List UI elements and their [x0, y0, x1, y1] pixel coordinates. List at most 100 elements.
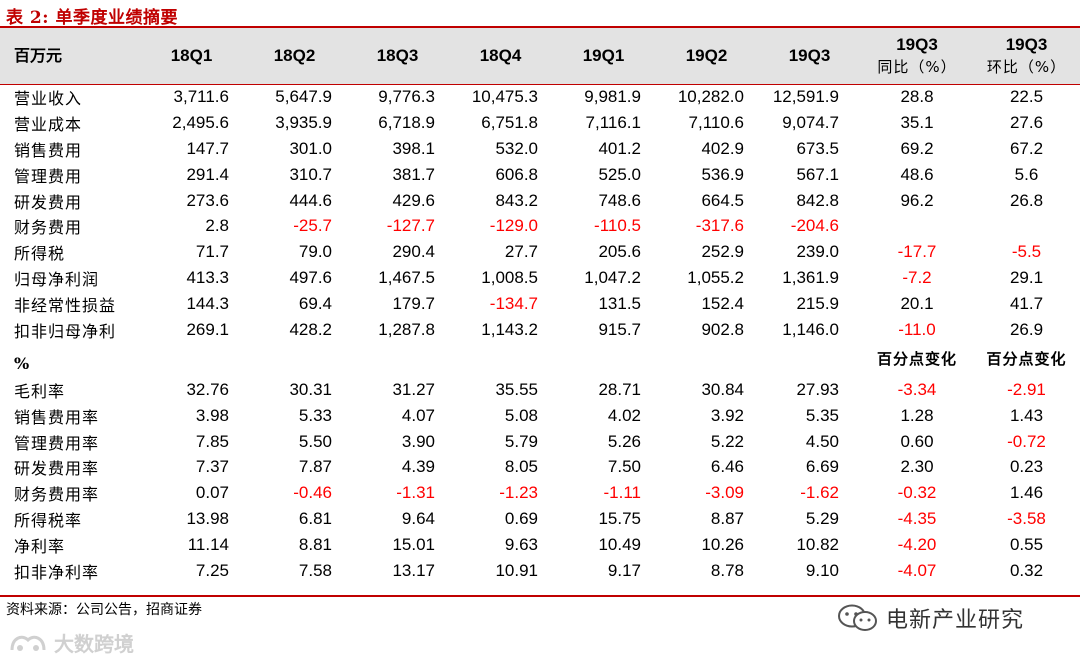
yoy-cell: 48.6	[900, 164, 934, 184]
table-cell: 664.5	[701, 190, 744, 210]
empty-cell	[552, 343, 655, 377]
table-cell: 11.14	[187, 535, 229, 555]
table-cell: -25.7	[293, 216, 332, 236]
row-label: 扣非归母净利	[14, 321, 117, 341]
table-cell: 5.33	[298, 405, 332, 425]
column-header: 19Q2	[685, 46, 728, 65]
table-cell: 9,981.9	[584, 86, 641, 106]
table-row: 净利率 11.14 8.81 15.01 9.63 10.49 10.26 10.82 -4.2…	[0, 532, 1080, 558]
table-cell: 27.93	[796, 379, 839, 399]
row-label: 销售费用	[14, 140, 83, 160]
table-cell: 12,591.9	[772, 86, 839, 106]
table-cell: 1,143.2	[481, 319, 538, 339]
percent-section-label: %	[14, 354, 31, 374]
table-cell: 69.4	[298, 294, 332, 314]
row-label: 所得税	[14, 244, 66, 264]
header-rule	[0, 84, 1080, 85]
table-cell: 71.7	[195, 242, 229, 262]
table-row: 财务费用 2.8 -25.7 -127.7 -129.0 -110.5 -317.6 -204…	[0, 213, 1080, 239]
table-cell: 525.0	[598, 164, 641, 184]
table-cell: 144.3	[186, 294, 229, 314]
table-row: 销售费用 147.7 301.0 398.1 532.0 401.2 402.9 673.5 6…	[0, 136, 1080, 162]
row-label: 管理费用率	[14, 433, 100, 453]
empty-cell	[346, 343, 449, 377]
qoq-cell: -5.5	[1011, 242, 1042, 262]
top-rule	[0, 26, 1080, 28]
yoy-cell: 69.2	[900, 138, 934, 158]
table-cell: -110.5	[594, 216, 641, 236]
table-cell: 567.1	[796, 164, 839, 184]
yoy-cell: -4.20	[897, 535, 937, 555]
table-row: 销售费用率 3.98 5.33 4.07 5.08 4.02 3.92 5.35 1.28 1.4…	[0, 403, 1080, 429]
table-cell: 10,475.3	[471, 86, 538, 106]
watermark: 大数跨境	[8, 628, 134, 657]
table-cell: 1,047.2	[584, 268, 641, 288]
table-cell: -1.62	[800, 483, 839, 503]
table-cell: 9.17	[607, 560, 641, 580]
table-cell: 9.64	[401, 509, 435, 529]
table-cell: 1,287.8	[378, 319, 435, 339]
table-cell: 13.98	[186, 509, 229, 529]
wechat-icon	[838, 604, 877, 631]
table-cell: 606.8	[495, 164, 538, 184]
source-note: 资料来源：公司公告，招商证券	[6, 602, 202, 618]
table-cell: 7.58	[298, 560, 332, 580]
table-row: 归母净利润 413.3 497.6 1,467.5 1,008.5 1,047.2 1,05…	[0, 265, 1080, 291]
row-label: 营业成本	[14, 114, 83, 134]
column-header: 18Q1	[170, 46, 213, 65]
table-cell: 748.6	[598, 190, 641, 210]
watermark-text: 大数跨境	[54, 632, 134, 656]
table-cell: -1.23	[499, 483, 538, 503]
table-cell: 1,361.9	[782, 268, 839, 288]
row-label: 扣非净利率	[14, 562, 100, 582]
watermark-logo-icon	[10, 635, 46, 651]
table-cell: 1,146.0	[782, 319, 839, 339]
table-cell: -204.6	[790, 216, 839, 236]
table-cell: 10.26	[701, 535, 744, 555]
qoq-cell: 41.7	[1009, 294, 1044, 314]
empty-cell	[243, 343, 346, 377]
table-cell: 28.71	[598, 379, 641, 399]
qoq-cell: -0.72	[1007, 431, 1046, 451]
table-cell: 10.91	[495, 560, 538, 580]
qoq-cell: 0.55	[1009, 535, 1044, 555]
table-cell: 4.07	[401, 405, 435, 425]
yoy-cell: 0.60	[900, 431, 934, 451]
header-row: 百万元 18Q1 18Q2 18Q3 18Q4 19Q1 19Q2 19Q3 1…	[0, 28, 1080, 84]
qoq-cell: 0.32	[1009, 560, 1044, 580]
table-cell: -1.31	[396, 483, 435, 503]
table-cell: 8.05	[504, 457, 538, 477]
table-cell: 9,776.3	[378, 86, 435, 106]
table-cell: 8.81	[298, 535, 332, 555]
table-cell: 7.87	[298, 457, 332, 477]
table-row: 研发费用 273.6 444.6 429.6 843.2 748.6 664.5 842.8 9…	[0, 188, 1080, 214]
table-cell: 6,751.8	[481, 112, 538, 132]
row-label: 研发费用率	[14, 459, 100, 479]
table-cell: 6.81	[298, 509, 332, 529]
table-cell: -3.09	[705, 483, 744, 503]
table-cell: 3,711.6	[173, 86, 229, 106]
table-cell: 3.92	[710, 405, 744, 425]
table-cell: 536.9	[701, 164, 744, 184]
row-label: 非经常性损益	[14, 296, 117, 316]
yoy-cell	[861, 213, 973, 239]
table-cell: 1,008.5	[481, 268, 538, 288]
empty-cell	[140, 343, 243, 377]
table-cell: 428.2	[289, 319, 332, 339]
table-cell: 301.0	[289, 138, 332, 158]
column-header: 18Q4	[479, 46, 522, 65]
table-cell: 15.75	[598, 509, 641, 529]
table-cell: 497.6	[289, 268, 332, 288]
qoq-cell: 26.8	[1009, 190, 1044, 210]
table-cell: 131.5	[598, 294, 641, 314]
table-cell: 7,110.6	[688, 112, 744, 132]
yoy-header-top: 19Q3	[896, 35, 938, 54]
yoy-cell: -4.07	[897, 560, 937, 580]
table-cell: 842.8	[796, 190, 839, 210]
table-cell: 2,495.6	[172, 112, 229, 132]
table-cell: 7.25	[195, 560, 229, 580]
row-label: 归母净利润	[14, 270, 100, 290]
qoq-cell: 1.43	[1009, 405, 1044, 425]
table-cell: 27.7	[504, 242, 538, 262]
table-cell: 273.6	[186, 190, 229, 210]
